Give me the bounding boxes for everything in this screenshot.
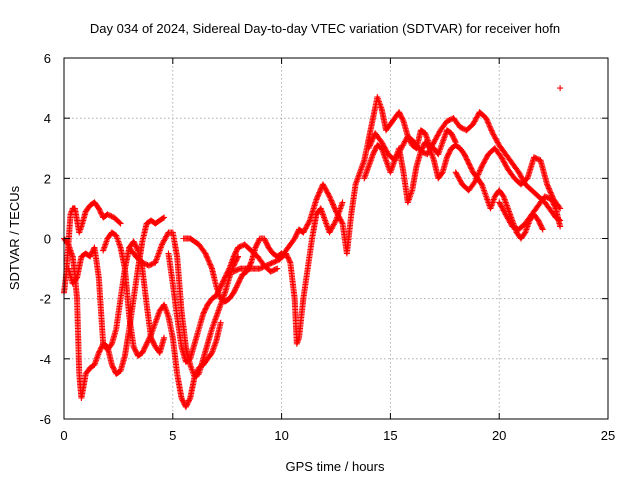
y-tick-label: -4 xyxy=(39,352,51,367)
y-tick-label: 4 xyxy=(44,111,51,126)
series-markers xyxy=(452,145,564,212)
y-axis-label: SDTVAR / TECUs xyxy=(7,185,22,290)
y-tick-label: 2 xyxy=(44,171,51,186)
series-markers xyxy=(496,193,564,233)
series-satellite-track-5 xyxy=(126,229,242,380)
y-tick-label: 6 xyxy=(44,51,51,66)
x-tick-label: 0 xyxy=(60,428,67,443)
y-tick-label: 0 xyxy=(44,232,51,247)
y-tick-label: -6 xyxy=(39,412,51,427)
series-satellite-track-8 xyxy=(230,199,346,347)
series-markers xyxy=(557,85,564,92)
x-axis-label: GPS time / hours xyxy=(286,459,385,474)
series-satellite-track-12 xyxy=(452,145,564,212)
chart-title: Day 034 of 2024, Sidereal Day-to-day VTE… xyxy=(90,21,560,36)
x-tick-label: 15 xyxy=(383,428,397,443)
x-tick-label: 5 xyxy=(169,428,176,443)
series-satellite-track-13 xyxy=(496,193,564,233)
series-isolated-point xyxy=(557,85,564,92)
series-markers xyxy=(126,229,242,380)
x-tick-label: 20 xyxy=(492,428,506,443)
y-tick-label: -2 xyxy=(39,292,51,307)
data-points xyxy=(61,85,564,410)
series-satellite-track-11 xyxy=(365,109,564,224)
x-tick-label: 25 xyxy=(601,428,615,443)
series-markers xyxy=(365,109,564,224)
axes: 0 5 10 15 20 25 -6 -4 -2 0 2 4 6 xyxy=(39,51,615,443)
series-markers xyxy=(230,199,346,347)
x-tick-label: 10 xyxy=(274,428,288,443)
